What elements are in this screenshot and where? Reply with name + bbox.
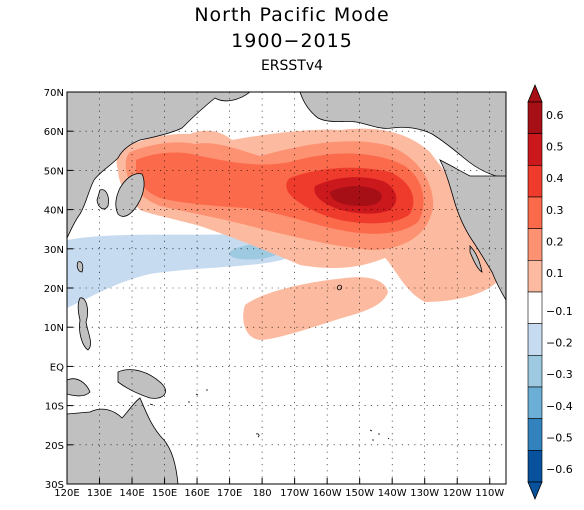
- colorbar-tick-label: −0.2: [546, 337, 573, 350]
- lon-label: 160W: [313, 488, 342, 499]
- colorbar-tick-label: −0.3: [546, 368, 573, 381]
- colorbar-swatch: [527, 291, 543, 324]
- dataset-label: ERSSTv4: [260, 58, 324, 74]
- lat-label: 30N: [44, 245, 64, 256]
- map-title: North Pacific Mode: [194, 4, 390, 26]
- colorbar-arrow-bottom: [527, 481, 543, 501]
- land-alaska: [299, 92, 506, 179]
- pacific-islands: [149, 284, 390, 441]
- colorbar-tick-label: 0.4: [546, 172, 564, 185]
- lat-label: EQ: [50, 362, 64, 373]
- land-korea: [96, 189, 109, 210]
- colorbar-tick-label: 0.3: [546, 204, 564, 217]
- lon-label: 140W: [378, 488, 407, 499]
- colorbar-swatch: [527, 133, 543, 166]
- lon-label: 110W: [475, 488, 504, 499]
- lon-label: 130E: [87, 488, 112, 499]
- colorbar-tick-label: −0.5: [546, 432, 573, 445]
- lon-label: 130W: [410, 488, 439, 499]
- colorbar-swatch: [527, 196, 543, 229]
- colorbar-swatch: [527, 260, 543, 293]
- colorbar-arrow-top: [527, 83, 543, 103]
- colorbar-tick-label: 0.5: [546, 141, 564, 154]
- colorbar-swatch: [527, 450, 543, 483]
- land-japan: [115, 173, 145, 217]
- lat-label: 60N: [44, 127, 64, 138]
- colorbar-tick-label: −0.6: [546, 463, 573, 476]
- land-indonesia: [67, 378, 91, 397]
- lon-label: 180: [253, 488, 272, 499]
- land-taiwan: [76, 261, 84, 273]
- colorbar-swatch: [527, 101, 543, 134]
- lon-label: 120E: [54, 488, 79, 499]
- colorbar-tick-label: 0.6: [546, 109, 564, 122]
- lon-label: 170W: [280, 488, 309, 499]
- lat-label: 50N: [44, 166, 64, 177]
- lat-label: 70N: [44, 88, 64, 99]
- lon-label: 160E: [184, 488, 209, 499]
- positive-anomaly-a50f15: [330, 186, 382, 206]
- land-asia: [67, 92, 251, 239]
- longitude-labels: 120E 130E 140E 150E 160E 170E 180 170W 160W 150W 1…: [54, 478, 504, 499]
- lon-label: 140E: [119, 488, 144, 499]
- lat-label: 20S: [45, 441, 64, 452]
- land-new-guinea: [117, 369, 166, 399]
- lat-label: 10N: [44, 323, 64, 334]
- land-baja: [469, 245, 483, 273]
- lat-label: 40N: [44, 206, 64, 217]
- positive-anomaly-subtropical: [243, 277, 388, 340]
- lat-label: 10S: [45, 402, 64, 413]
- positive-anomaly-west-patch: [208, 180, 236, 192]
- land-philippines: [77, 297, 91, 351]
- colorbar-swatch: [527, 418, 543, 451]
- lon-label: 170E: [217, 488, 242, 499]
- colorbar-swatch: [527, 165, 543, 198]
- colorbar-tick-label: 0.1: [546, 267, 564, 280]
- map-area: [67, 92, 506, 484]
- lon-label: 150E: [152, 488, 177, 499]
- colorbar-swatch: [527, 386, 543, 419]
- land-north-america: [439, 159, 506, 301]
- colorbar-swatch: [527, 355, 543, 388]
- land-australia: [67, 397, 179, 484]
- colorbar: 0.6 0.5 0.4 0.3 0.2 0.1 −0.1 −0.2 −0.3 −0.4 −0.5 −0…: [527, 83, 573, 501]
- colorbar-swatch: [527, 323, 543, 356]
- latitude-labels: 70N 60N 50N 40N 30N 20N 10N EQ 10S 20S 30S: [44, 88, 73, 491]
- colorbar-tick-label: −0.4: [546, 400, 573, 413]
- colorbar-tick-label: −0.1: [546, 305, 573, 318]
- lon-label: 150W: [345, 488, 374, 499]
- colorbar-swatch: [527, 228, 543, 261]
- colorbar-tick-label: 0.2: [546, 236, 564, 249]
- lon-label: 120W: [443, 488, 472, 499]
- map-grid: [67, 92, 506, 484]
- map-subtitle: 1900−2015: [231, 30, 353, 52]
- lat-label: 30S: [45, 480, 64, 491]
- lat-label: 20N: [44, 284, 64, 295]
